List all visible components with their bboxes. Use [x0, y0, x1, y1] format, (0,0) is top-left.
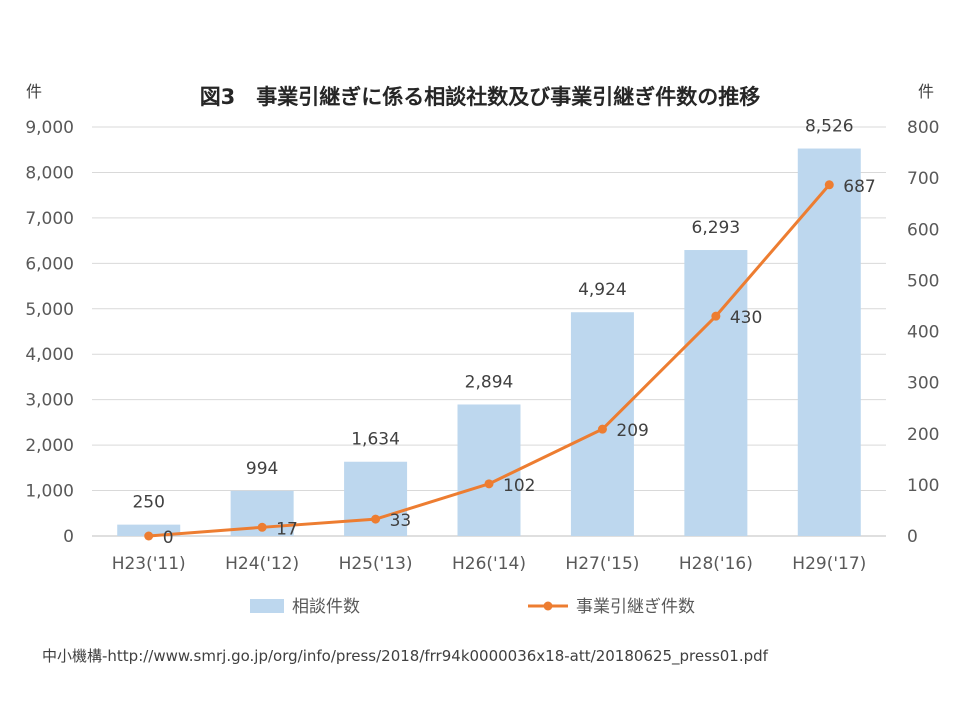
left-axis-tick-label: 6,000	[25, 254, 74, 274]
legend-label-bar: 相談件数	[292, 597, 360, 617]
line-series	[144, 180, 834, 541]
x-axis-tick-label: H26('14)	[452, 554, 526, 574]
left-axis-tick-label: 9,000	[25, 118, 74, 138]
left-axis-tick-label: 0	[63, 527, 74, 547]
left-axis-unit: 件	[26, 82, 42, 101]
bar	[457, 404, 521, 536]
left-axis-tick-label: 7,000	[25, 209, 74, 229]
line-point	[257, 522, 267, 532]
left-axis-tick-label: 5,000	[25, 300, 74, 320]
line-point	[824, 180, 834, 190]
legend-label-line: 事業引継ぎ件数	[576, 597, 695, 617]
right-axis-tick-label: 400	[907, 323, 939, 343]
line-point	[484, 479, 494, 489]
data-labels: 250 994 1,634 2,894 4,924 6,293 8,526 0 17 33 102 2…	[132, 117, 875, 548]
line-point	[711, 311, 721, 321]
gridlines	[92, 126, 886, 537]
left-axis-tick-label: 8,000	[25, 163, 74, 183]
line-value-label: 102	[503, 476, 535, 496]
line-value-label: 209	[616, 421, 648, 441]
right-axis-tick-label: 100	[907, 476, 939, 496]
source-note: 中小機構-http://www.smrj.go.jp/org/info/pres…	[42, 647, 769, 666]
line-value-label: 0	[163, 528, 174, 548]
legend-swatch-bar	[250, 599, 284, 613]
line-value-label: 33	[390, 511, 412, 531]
right-axis-tick-label: 700	[907, 169, 939, 189]
line-value-label: 17	[276, 519, 298, 539]
x-axis-tick-label: H23('11)	[112, 554, 186, 574]
bar-value-label: 4,924	[578, 280, 627, 300]
bar-value-label: 1,634	[351, 430, 400, 450]
right-axis-tick-label: 800	[907, 118, 939, 138]
line-point	[597, 424, 607, 434]
bar	[570, 312, 634, 536]
legend-swatch-marker	[543, 601, 553, 611]
bar	[117, 524, 181, 536]
x-axis-tick-label: H28('16)	[679, 554, 753, 574]
bar-value-label: 6,293	[692, 218, 741, 238]
line-point	[144, 531, 154, 541]
bar-value-label: 250	[132, 493, 164, 513]
right-axis-unit: 件	[918, 82, 934, 101]
axes: 0 1,000 2,000 3,000 4,000 5,000 6,000 7,000 8,00…	[25, 118, 939, 574]
x-axis-tick-label: H29('17)	[792, 554, 866, 574]
bar-value-label: 8,526	[805, 117, 854, 137]
left-axis-tick-label: 2,000	[25, 436, 74, 456]
line-value-label: 687	[843, 177, 875, 197]
right-axis-tick-label: 500	[907, 271, 939, 291]
left-axis-tick-label: 1,000	[25, 482, 74, 502]
legend: 相談件数 事業引継ぎ件数	[250, 597, 695, 617]
x-axis-tick-label: H27('15)	[565, 554, 639, 574]
right-axis-tick-label: 300	[907, 374, 939, 394]
chart-title: 図3 事業引継ぎに係る相談社数及び事業引継ぎ件数の推移	[200, 85, 761, 109]
bar-value-label: 2,894	[465, 372, 514, 392]
x-axis-tick-label: H24('12)	[225, 554, 299, 574]
bar-value-label: 994	[246, 459, 278, 479]
left-axis-tick-label: 4,000	[25, 345, 74, 365]
x-axis-tick-label: H25('13)	[339, 554, 413, 574]
bar	[797, 148, 861, 537]
left-axis-tick-label: 3,000	[25, 391, 74, 411]
bar-series	[117, 148, 861, 537]
line-value-label: 430	[730, 308, 762, 328]
bar	[684, 250, 748, 536]
right-axis-tick-label: 600	[907, 220, 939, 240]
right-axis-tick-label: 200	[907, 425, 939, 445]
right-axis-tick-label: 0	[907, 527, 918, 547]
line-point	[371, 514, 381, 524]
